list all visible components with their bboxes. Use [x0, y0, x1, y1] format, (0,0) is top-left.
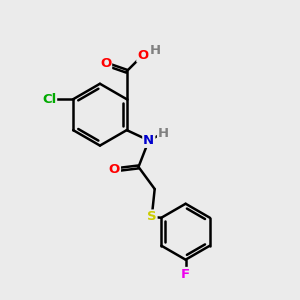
Text: F: F: [181, 268, 190, 281]
Text: Cl: Cl: [42, 93, 56, 106]
Text: O: O: [100, 57, 111, 70]
Text: O: O: [109, 164, 120, 176]
Text: N: N: [143, 134, 154, 147]
Text: S: S: [147, 211, 157, 224]
Text: H: H: [150, 44, 161, 57]
Text: H: H: [158, 127, 169, 140]
Text: O: O: [137, 49, 148, 62]
